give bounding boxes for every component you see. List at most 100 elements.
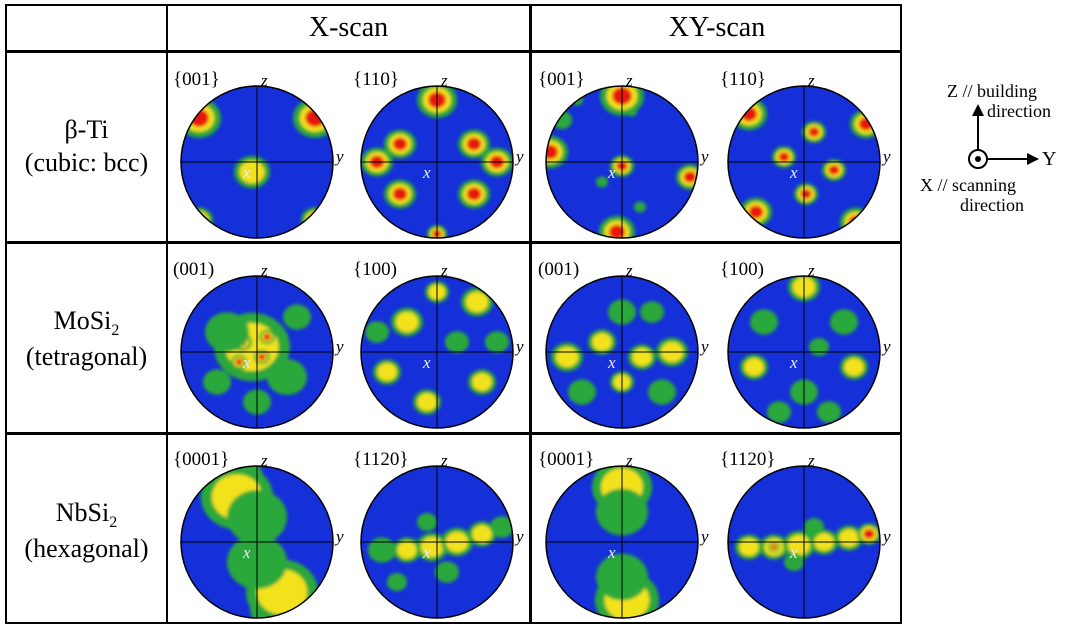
column-header-xy-scan: XY-scan [668,12,766,43]
intensity-contour [844,358,864,376]
x-axis-label: x [790,353,798,372]
intensity-contour [634,201,646,213]
pole-figure-border [545,85,699,239]
y-axis-label: y [336,527,344,546]
intensity-contour [787,534,811,556]
y-axis-label: y [883,527,891,546]
row-label-mosi2: MoSi2 (tetragonal) [5,305,168,374]
row-label-nbsi2: NbSi2 (hexagonal) [5,497,168,566]
intensity-contour [417,393,437,411]
intensity-contour [800,189,812,199]
legend-z-direction: direction [987,101,1051,121]
axis-arrows-icon [968,104,1039,169]
pole-figure-plot [545,465,699,619]
pole-figure [359,274,515,435]
pole-figure-border [545,465,699,619]
y-axis-label: y [516,147,524,166]
intensity-contour [263,333,271,341]
pole-figure-border [360,85,514,239]
table-divider [166,4,168,624]
intensity-contour [744,358,764,376]
intensity-contour [844,211,868,233]
crystal-system: (hexagonal) [24,534,149,564]
intensity-contour [368,537,396,563]
table-divider [5,50,902,53]
plane-label: {1120} [720,449,776,470]
z-axis-label: z [441,261,448,280]
pole-figure [179,84,335,245]
pole-figure-plot [727,465,881,619]
z-axis-label: z [626,261,633,280]
x-axis-label: x [608,543,616,562]
intensity-contour [485,331,509,353]
intensity-contour [648,379,676,405]
intensity-contour [627,107,637,117]
intensity-contour [748,205,764,219]
pole-figure-plot [180,275,334,429]
y-axis-label: y [336,147,344,166]
pole-figure-plot [727,85,881,239]
x-axis-label: x [423,353,431,372]
intensity-contour [808,127,820,137]
plane-label: {100) [720,259,764,280]
intensity-contour [739,538,759,556]
x-axis-label: x [423,163,431,182]
z-axis-label: z [261,451,268,470]
x-axis-label: x [243,353,251,372]
pole-figure [726,464,882,625]
pole-figure [544,464,700,625]
intensity-contour [778,152,790,162]
plane-label: {1120} [353,449,409,470]
z-axis-label: z [261,261,268,280]
legend-y-label: Y [1042,148,1057,170]
y-axis-label: y [883,147,891,166]
pole-figure-plot [545,85,699,239]
intensity-contour [771,544,777,550]
intensity-contour [863,529,875,539]
intensity-contour [632,348,652,366]
z-axis-label: z [808,71,815,90]
intensity-contour [305,211,325,229]
pole-figure [359,464,515,625]
pole-figure-plot [360,275,514,429]
phase-name-subscript: 2 [111,322,120,340]
intensity-contour [466,187,482,201]
z-axis-label: z [808,451,815,470]
pole-figure [544,274,700,435]
pole-figure-border [180,275,334,429]
z-axis-label: z [441,71,448,90]
plane-label: {100) [353,259,397,280]
intensity-contour [472,373,492,391]
intensity-contour [267,359,307,395]
intensity-contour [683,171,697,183]
intensity-contour [235,358,243,366]
y-axis-label: y [701,147,709,166]
pole-figure-plot [360,465,514,619]
pole-figure [726,84,882,245]
intensity-contour [596,176,608,188]
legend-z-label: Z // building [947,81,1037,101]
pole-figure-border [727,275,881,429]
legend-x-label: X // scanning [920,175,1016,195]
intensity-contour [568,379,596,405]
pole-figure-plot [180,85,334,239]
z-axis-label: z [626,451,633,470]
figure-table [5,4,902,624]
intensity-contour [828,165,840,175]
plane-label: {0001} [538,449,595,470]
intensity-contour [466,137,482,151]
intensity-contour [490,516,513,538]
pole-figure-border [727,85,881,239]
intensity-contour [365,321,389,343]
plane-label: {001} [538,69,585,90]
plane-label: (001) [538,259,580,280]
intensity-contour [239,160,265,184]
pole-figure [179,464,335,625]
intensity-contour [592,333,612,351]
intensity-contour [465,291,489,313]
row-label-beta-ti: β-Ti (cubic: bcc) [5,114,168,179]
intensity-contour [445,331,469,353]
intensity-contour [830,309,858,335]
pole-figure-plot [545,275,699,429]
x-axis-label: x [790,543,798,562]
